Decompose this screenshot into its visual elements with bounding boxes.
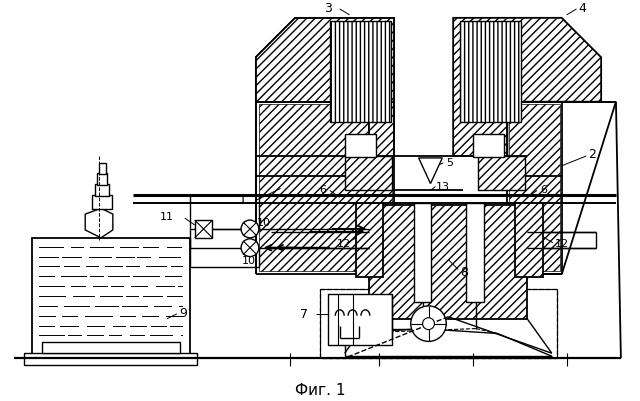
Circle shape bbox=[422, 318, 435, 330]
Text: 11: 11 bbox=[160, 212, 174, 222]
Bar bbox=[99, 164, 106, 174]
Bar bbox=[32, 238, 190, 356]
Text: 10: 10 bbox=[257, 217, 271, 227]
Text: 13: 13 bbox=[435, 181, 449, 191]
Text: 7: 7 bbox=[300, 308, 308, 320]
Text: 10: 10 bbox=[242, 255, 256, 265]
Bar bbox=[320, 290, 557, 358]
Circle shape bbox=[411, 306, 446, 342]
Bar bbox=[259, 104, 392, 272]
Text: 2: 2 bbox=[588, 148, 596, 161]
Bar bbox=[466, 204, 484, 302]
Bar bbox=[515, 204, 543, 277]
Circle shape bbox=[241, 221, 259, 238]
Text: 1: 1 bbox=[239, 192, 247, 205]
Text: Фиг. 1: Фиг. 1 bbox=[295, 382, 345, 397]
Polygon shape bbox=[419, 158, 442, 184]
Text: 6: 6 bbox=[540, 184, 547, 194]
Bar bbox=[330, 22, 391, 123]
Bar bbox=[24, 353, 196, 365]
Polygon shape bbox=[453, 19, 601, 156]
Text: 4: 4 bbox=[579, 2, 586, 15]
Polygon shape bbox=[85, 209, 113, 238]
Text: 8: 8 bbox=[460, 265, 468, 278]
Text: 12: 12 bbox=[337, 238, 351, 248]
Text: 3: 3 bbox=[324, 2, 332, 15]
Text: 6: 6 bbox=[319, 184, 326, 194]
Polygon shape bbox=[256, 19, 394, 156]
Bar bbox=[195, 221, 212, 238]
Bar bbox=[328, 294, 392, 346]
Bar bbox=[369, 206, 527, 319]
Bar bbox=[345, 156, 392, 191]
Bar bbox=[355, 204, 383, 277]
Bar bbox=[42, 342, 180, 353]
Circle shape bbox=[241, 239, 259, 257]
Bar bbox=[345, 135, 376, 158]
Text: 9: 9 bbox=[179, 306, 187, 320]
Bar bbox=[95, 184, 109, 197]
Bar bbox=[460, 22, 521, 123]
Bar bbox=[478, 156, 525, 191]
Bar bbox=[413, 204, 431, 302]
Bar bbox=[473, 135, 504, 158]
Bar bbox=[320, 290, 557, 358]
Bar bbox=[92, 196, 112, 210]
Bar bbox=[509, 104, 560, 272]
Text: 5: 5 bbox=[446, 158, 453, 168]
Bar bbox=[97, 173, 107, 185]
Text: 12: 12 bbox=[555, 238, 569, 248]
Polygon shape bbox=[256, 19, 394, 156]
